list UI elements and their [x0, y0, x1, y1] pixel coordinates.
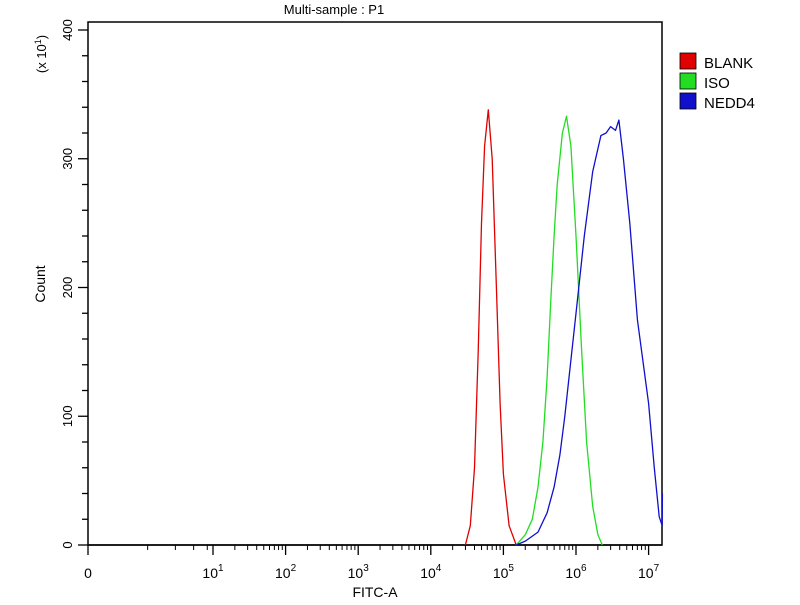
legend-swatch-blank [679, 52, 697, 70]
x-tick-label: 102 [275, 563, 297, 581]
x-axis-label: FITC-A [352, 584, 398, 600]
y-tick-label: 200 [60, 277, 75, 299]
y-tick-label: 400 [60, 19, 75, 41]
series-line-blank [464, 109, 517, 546]
y-tick-label: 100 [60, 405, 75, 427]
legend-label: ISO [704, 75, 730, 92]
series-line-nedd4 [515, 119, 664, 546]
x-tick-base: 10 [565, 565, 581, 581]
x-tick-exp: 3 [363, 563, 369, 574]
x-tick-base: 0 [84, 565, 92, 581]
plot-frame [87, 21, 663, 546]
legend-label: BLANK [704, 55, 753, 72]
x-tick-exp: 7 [654, 563, 660, 574]
x-tick-label: 106 [565, 563, 587, 581]
x-tick-label: 0 [84, 565, 92, 581]
y-tick-label: 0 [60, 541, 75, 548]
x-tick-label: 101 [202, 563, 224, 581]
legend: BLANK ISO NEDD4 [679, 52, 755, 112]
x-tick-base: 10 [420, 565, 436, 581]
y-axis-label: Count [32, 265, 48, 302]
x-tick-base: 10 [493, 565, 509, 581]
x-tick-base: 10 [638, 565, 654, 581]
legend-swatch-iso [679, 72, 697, 90]
chart-title: Multi-sample : P1 [284, 2, 384, 17]
y-multiplier-label: (x 101) [33, 35, 49, 73]
legend-swatch-nedd4 [679, 92, 697, 110]
y-tick-label: 300 [60, 148, 75, 170]
x-tick-label: 104 [420, 563, 442, 581]
series-line-iso [515, 115, 603, 546]
x-tick-label: 103 [348, 563, 370, 581]
x-tick-exp: 2 [291, 563, 297, 574]
x-tick-exp: 4 [436, 563, 442, 574]
x-tick-label: 105 [493, 563, 515, 581]
series-group [464, 109, 664, 546]
x-tick-exp: 6 [581, 563, 587, 574]
x-axis: 0 101 102 103 104 105 106 107 [84, 544, 662, 581]
x-tick-label: 107 [638, 563, 660, 581]
x-tick-base: 10 [202, 565, 218, 581]
y-axis: 0 100 200 300 400 [60, 19, 88, 549]
legend-label: NEDD4 [704, 95, 755, 112]
x-tick-base: 10 [348, 565, 364, 581]
x-tick-exp: 1 [218, 563, 224, 574]
x-tick-base: 10 [275, 565, 291, 581]
x-tick-exp: 5 [508, 563, 514, 574]
